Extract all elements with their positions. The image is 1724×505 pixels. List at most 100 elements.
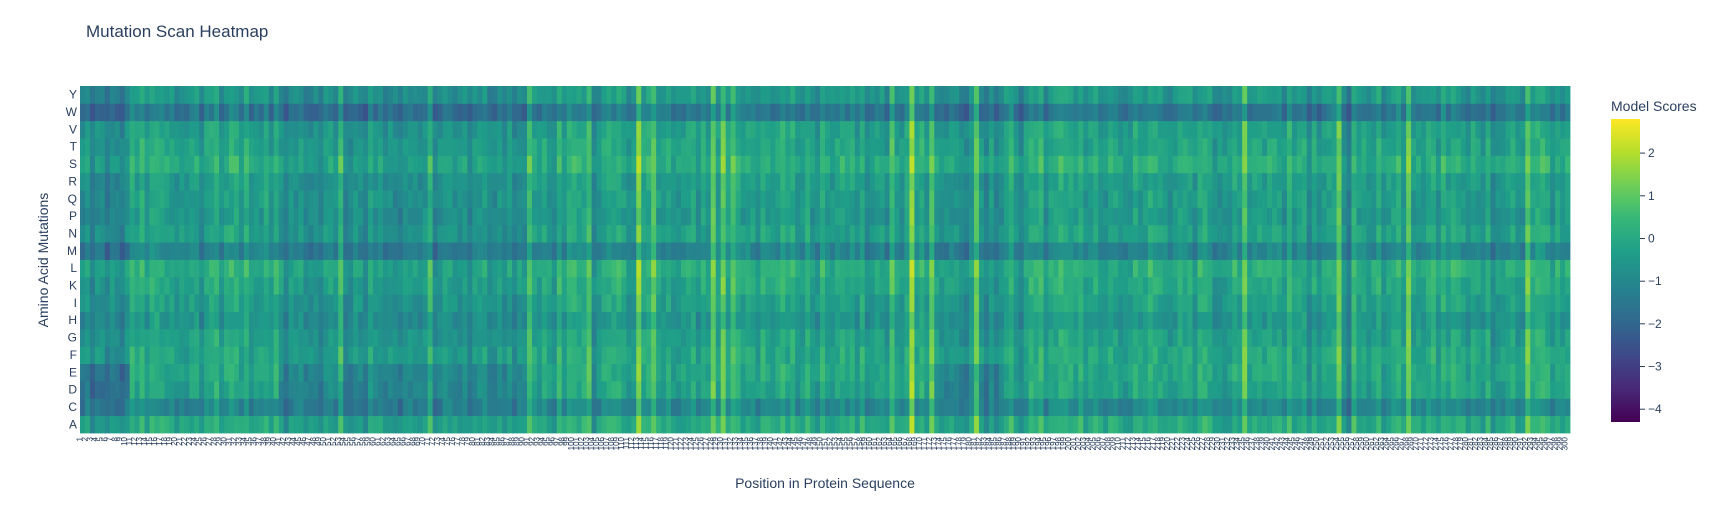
heatmap-cell [1401, 155, 1407, 174]
heatmap-cell [442, 259, 448, 278]
heatmap-cell [1123, 155, 1129, 174]
heatmap-cell [904, 224, 910, 243]
heatmap-cell [522, 398, 528, 417]
heatmap-cell [1555, 363, 1561, 382]
heatmap-cell [318, 276, 324, 295]
heatmap-cell [1475, 155, 1481, 174]
heatmap-cell [1530, 415, 1536, 434]
heatmap-cell [472, 207, 478, 226]
heatmap-cell [631, 294, 637, 312]
heatmap-cell [656, 398, 662, 417]
heatmap-cell [522, 346, 528, 364]
heatmap-cell [253, 294, 260, 312]
heatmap-cell [522, 380, 528, 399]
heatmap-cell [94, 155, 101, 174]
heatmap-cell [1361, 294, 1367, 312]
heatmap-cell [209, 328, 215, 347]
heatmap-cell [1336, 294, 1342, 312]
heatmap-cell [1376, 346, 1382, 364]
heatmap-cell [283, 276, 289, 295]
heatmap-cell [1272, 346, 1278, 364]
heatmap-cell [373, 311, 379, 330]
heatmap-cell [199, 259, 205, 278]
heatmap-cell [1346, 242, 1352, 260]
heatmap-cell [134, 328, 140, 347]
heatmap-cell [631, 224, 637, 243]
heatmap-cell [124, 346, 131, 364]
heatmap-cell [1306, 276, 1313, 295]
heatmap-cell [666, 172, 672, 191]
heatmap-cell [993, 190, 1000, 208]
heatmap-cell [1455, 276, 1462, 295]
heatmap-cell [477, 346, 483, 364]
heatmap-cell [1162, 207, 1169, 226]
heatmap-cell [442, 311, 448, 330]
heatmap-cell [1356, 172, 1362, 191]
heatmap-cell [571, 276, 578, 295]
heatmap-cell [1202, 363, 1208, 382]
heatmap-cell [512, 138, 518, 156]
heatmap-cell [1291, 207, 1298, 226]
heatmap-cell [1331, 172, 1337, 191]
heatmap-cell [810, 224, 816, 243]
heatmap-cell [1311, 346, 1318, 364]
heatmap-cell [288, 363, 294, 382]
heatmap-cell [998, 398, 1005, 417]
heatmap-cell [661, 224, 667, 243]
heatmap-cell [124, 328, 131, 347]
heatmap-cell [263, 294, 270, 312]
heatmap-cell [536, 415, 543, 434]
heatmap-cell [1421, 311, 1427, 330]
heatmap-cell [810, 415, 816, 434]
heatmap-cell [715, 207, 722, 226]
heatmap-cells [80, 86, 1571, 434]
heatmap-cell [844, 380, 851, 399]
heatmap-cell [457, 294, 463, 312]
heatmap-cell [1341, 398, 1347, 417]
heatmap-cell [680, 415, 687, 434]
heatmap-cell [1425, 346, 1432, 364]
heatmap-cell [1083, 242, 1089, 260]
heatmap-cell [1510, 328, 1516, 347]
heatmap-cell [318, 311, 324, 330]
heatmap-cell [382, 155, 389, 174]
heatmap-cell [899, 294, 905, 312]
heatmap-cell [1137, 380, 1144, 399]
heatmap-cell [1227, 224, 1233, 243]
heatmap-cell [1132, 346, 1139, 364]
heatmap-cell [452, 398, 458, 417]
heatmap-cell [998, 311, 1005, 330]
heatmap-cell [785, 207, 791, 226]
heatmap-cell [1192, 328, 1198, 347]
heatmap-cell [144, 363, 150, 382]
heatmap-cell [730, 224, 736, 243]
heatmap-cell [820, 242, 826, 260]
heatmap-cell [1525, 398, 1531, 417]
heatmap-cell [517, 172, 523, 191]
heatmap-cell [1351, 190, 1357, 208]
heatmap-cell [601, 138, 607, 156]
heatmap-cell [363, 207, 369, 226]
heatmap-cell [154, 155, 160, 174]
heatmap-cell [556, 190, 563, 208]
heatmap-cell [1063, 398, 1069, 417]
heatmap-cell [1545, 328, 1551, 347]
heatmap-cell [243, 242, 250, 260]
heatmap-cell [611, 398, 617, 417]
heatmap-cell [834, 276, 841, 295]
heatmap-cell [348, 259, 354, 278]
heatmap-cell [1103, 380, 1109, 399]
heatmap-cell [661, 311, 667, 330]
heatmap-cell [750, 224, 756, 243]
heatmap-cell [1565, 190, 1571, 208]
heatmap-cell [487, 155, 493, 174]
heatmap-cell [700, 242, 707, 260]
heatmap-cell [1510, 172, 1516, 191]
heatmap-cell [417, 259, 424, 278]
heatmap-cell [829, 398, 836, 417]
heatmap-cell [1396, 328, 1402, 347]
heatmap-cell [919, 415, 925, 434]
heatmap-cell [1038, 398, 1044, 417]
heatmap-cell [1560, 224, 1566, 243]
heatmap-cell [755, 276, 761, 295]
